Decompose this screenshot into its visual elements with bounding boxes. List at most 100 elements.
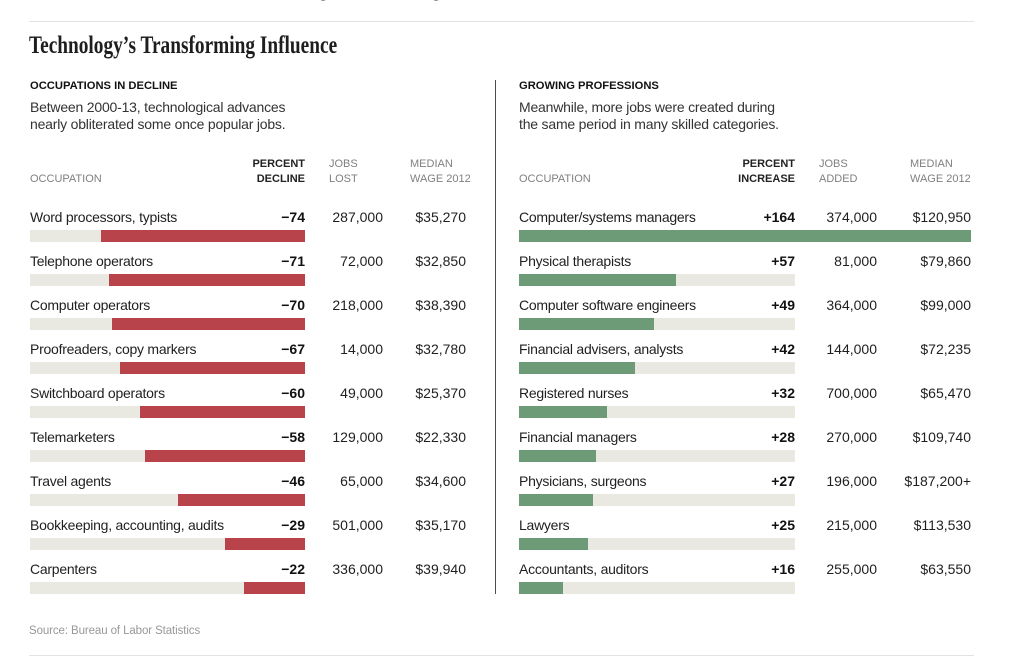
column-header-wage: MEDIAN WAGE 2012 [410,157,471,186]
percent-value: −74 [281,209,305,225]
percent-bar-track [30,317,305,330]
wage-value: $32,780 [415,341,466,357]
percent-value: +25 [771,517,795,533]
percent-bar-track [519,449,795,462]
percent-bar-track [519,493,795,506]
occupation-row: Carpenters −22 336,000 $39,940 [30,556,466,600]
column-header-jobs: JOBS ADDED [819,157,858,186]
occupation-row: Computer software engineers +49 364,000 … [519,292,971,336]
percent-bar-fill [109,273,305,286]
percent-bar-track [519,273,795,286]
occupation-label: Financial advisers, analysts [519,341,684,357]
percent-bar-track [519,361,795,374]
occupation-label: Lawyers [519,517,570,533]
occupation-label: Travel agents [30,473,112,489]
column-header-percent: PERCENT INCREASE [738,157,795,186]
jobs-value: 700,000 [826,385,877,401]
occupation-row: Telemarketers −58 129,000 $22,330 [30,424,466,468]
jobs-value: 270,000 [826,429,877,445]
cropped-headline-fragment: y [319,0,336,2]
occupation-label: Computer/systems managers [519,209,696,225]
jobs-value: 336,000 [332,561,383,577]
percent-bar-track [30,537,305,550]
cropped-headline-fragment: y [432,0,449,2]
jobs-value: 65,000 [340,473,383,489]
percent-bar-track [519,537,795,550]
occupation-label: Accountants, auditors [519,561,649,577]
panel-divider [495,80,496,594]
page-title: Technology’s Transforming Influence [29,32,338,59]
occupation-row: Telephone operators −71 72,000 $32,850 [30,248,466,292]
occupation-label: Telemarketers [30,429,115,445]
growing-professions-panel: GROWING PROFESSIONS Meanwhile, more jobs… [519,0,971,600]
wage-value: $79,860 [920,253,971,269]
percent-value: −71 [281,253,305,269]
jobs-value: 364,000 [826,297,877,313]
occupation-label: Computer software engineers [519,297,696,313]
wage-value: $25,370 [415,385,466,401]
percent-bar-fill [519,317,654,330]
percent-bar-fill [145,449,305,462]
percent-value: −60 [281,385,305,401]
percent-bar-fill [519,581,563,594]
wage-value: $109,740 [912,429,971,445]
wage-value: $35,270 [415,209,466,225]
percent-bar-fill [244,581,305,594]
source-note: Source: Bureau of Labor Statistics [29,625,201,637]
jobs-value: 81,000 [834,253,877,269]
percent-value: +49 [771,297,795,313]
jobs-value: 218,000 [332,297,383,313]
declining-occupations-panel: OCCUPATIONS IN DECLINE Between 2000-13, … [30,0,471,600]
occupation-label: Physical therapists [519,253,631,269]
wage-value: $72,235 [920,341,971,357]
jobs-value: 501,000 [332,517,383,533]
jobs-value: 374,000 [826,209,877,225]
column-header-percent: PERCENT DECLINE [252,157,305,186]
occupation-row: Computer operators −70 218,000 $38,390 [30,292,466,336]
percent-bar-fill [101,229,305,242]
percent-bar-fill [140,405,305,418]
rows-container: Word processors, typists −74 287,000 $35… [30,204,466,600]
occupation-label: Physicians, surgeons [519,473,647,489]
percent-value: +16 [771,561,795,577]
rows-container: Computer/systems managers +164 374,000 $… [519,204,971,600]
occupation-row: Accountants, auditors +16 255,000 $63,55… [519,556,971,600]
percent-bar-fill [225,537,305,550]
occupation-row: Lawyers +25 215,000 $113,530 [519,512,971,556]
wage-value: $22,330 [415,429,466,445]
jobs-value: 49,000 [340,385,383,401]
percent-bar-fill [112,317,305,330]
jobs-value: 255,000 [826,561,877,577]
jobs-value: 72,000 [340,253,383,269]
wage-value: $63,550 [920,561,971,577]
occupation-label: Word processors, typists [30,209,178,225]
bottom-rule [29,655,974,656]
panel-kicker: OCCUPATIONS IN DECLINE [30,80,178,92]
percent-value: −58 [281,429,305,445]
occupation-row: Proofreaders, copy markers −67 14,000 $3… [30,336,466,380]
percent-value: −46 [281,473,305,489]
percent-bar-fill [178,493,305,506]
occupation-label: Bookkeeping, accounting, audits [30,517,224,533]
panel-kicker: GROWING PROFESSIONS [519,80,659,92]
jobs-value: 144,000 [826,341,877,357]
occupation-row: Financial advisers, analysts +42 144,000… [519,336,971,380]
occupation-label: Financial managers [519,429,637,445]
percent-value: +42 [771,341,795,357]
occupation-label: Telephone operators [30,253,153,269]
occupation-row: Switchboard operators −60 49,000 $25,370 [30,380,466,424]
top-rule [29,21,974,22]
percent-value: +27 [771,473,795,489]
wage-value: $38,390 [415,297,466,313]
percent-value: +32 [771,385,795,401]
wage-value: $39,940 [415,561,466,577]
wage-value: $113,530 [913,517,971,533]
percent-bar-fill [120,361,305,374]
column-header-occupation: OCCUPATION [519,173,591,186]
percent-value: +57 [771,253,795,269]
occupation-row: Bookkeeping, accounting, audits −29 501,… [30,512,466,556]
occupation-label: Computer operators [30,297,151,313]
percent-bar-track [30,229,305,242]
percent-bar-fill [519,537,588,550]
occupation-label: Proofreaders, copy markers [30,341,197,357]
